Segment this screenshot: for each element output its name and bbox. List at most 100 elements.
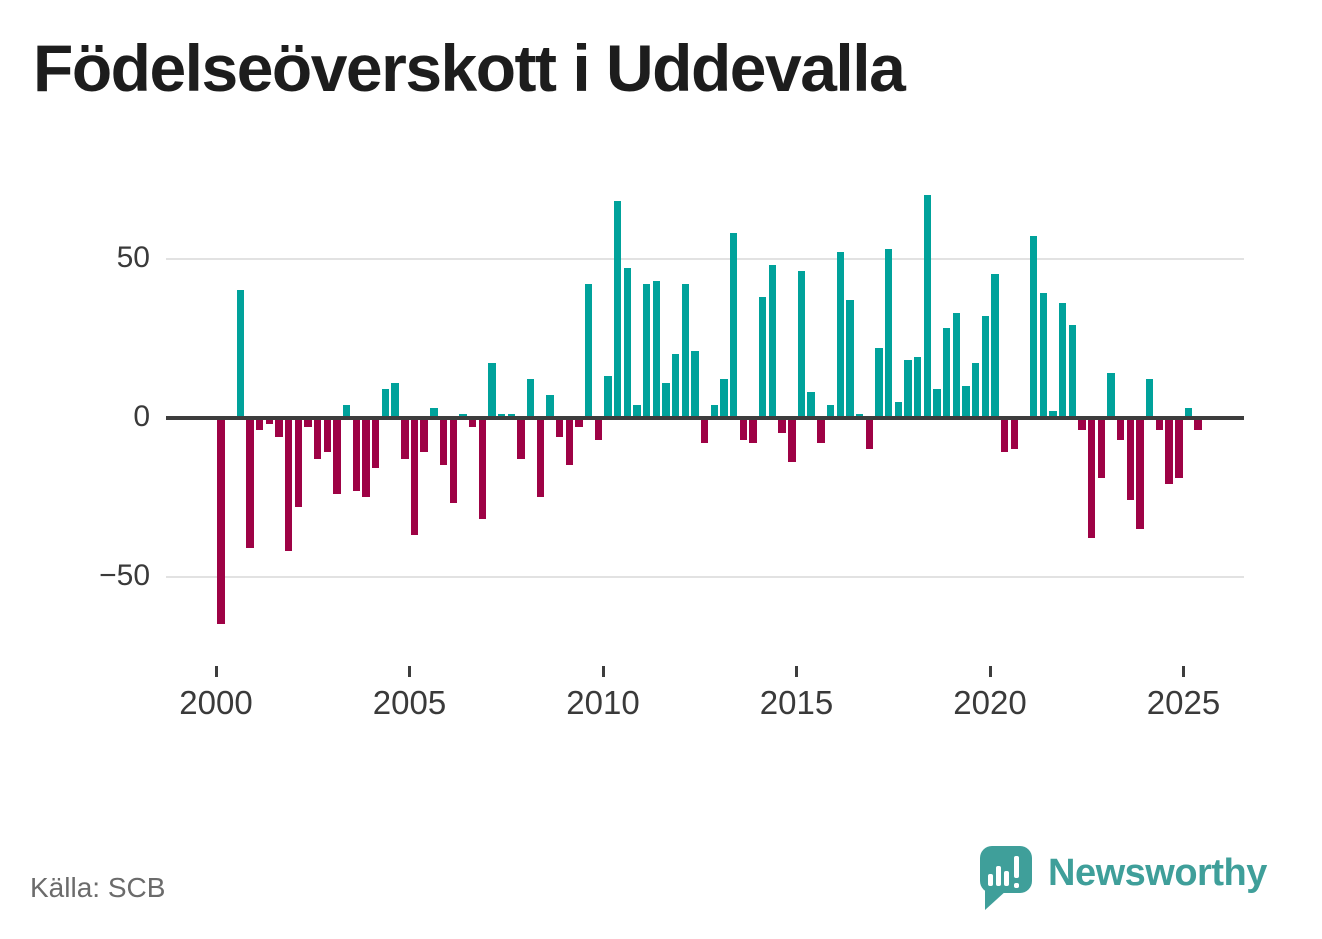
bar-2005-q2 (420, 417, 428, 453)
bar-2021-q2 (1039, 293, 1048, 418)
bar-2017-q2 (884, 248, 893, 418)
x-tick-2010 (601, 666, 605, 677)
bar-2023-q3 (1126, 417, 1135, 501)
source-note: Källa: SCB (30, 872, 166, 903)
bar-2023-q1 (1107, 372, 1115, 418)
bar-2005-q4 (439, 417, 448, 466)
bar-2018-q3 (933, 388, 941, 418)
y-axis-label-50: 50 (116, 240, 150, 274)
bar-2001-q4 (285, 417, 293, 552)
bar-2002-q4 (323, 417, 332, 453)
bar-2018-q4 (942, 328, 951, 418)
page-title: Födelseöverskott i Uddevalla (33, 31, 906, 105)
bar-2015-q2 (807, 392, 815, 418)
y-axis-label--50: −50 (99, 558, 150, 592)
bar-2019-q2 (962, 385, 970, 418)
bar-2006-q3 (468, 417, 477, 428)
bar-2014-q4 (788, 417, 796, 463)
bar-2024-q2 (1155, 417, 1164, 431)
x-tick-2015 (795, 666, 798, 677)
logo-chart-bar-icon (1004, 871, 1009, 886)
x-axis-label-2025: 2025 (1146, 684, 1221, 721)
bar-2007-q1 (488, 363, 496, 418)
bar-2009-q2 (575, 417, 583, 428)
bar-2022-q2 (1078, 417, 1086, 431)
bar-2008-q4 (555, 417, 564, 437)
bar-2016-q4 (865, 417, 873, 450)
bar-2011-q2 (652, 280, 661, 418)
x-tick-2005 (408, 666, 411, 677)
bar-2018-q2 (923, 194, 931, 418)
bar-2020-q1 (991, 274, 999, 418)
bar-2015-q3 (817, 417, 825, 443)
bar-2011-q1 (643, 283, 651, 418)
bar-2024-q3 (1165, 417, 1173, 485)
bar-2010-q3 (623, 268, 632, 418)
bar-2024-q4 (1175, 417, 1183, 478)
x-axis-label-2010: 2010 (566, 684, 640, 721)
bar-2011-q4 (672, 353, 680, 418)
bar-2014-q1 (759, 296, 767, 418)
bar-2002-q2 (304, 417, 312, 428)
bar-2005-q1 (410, 417, 419, 536)
bar-2009-q4 (594, 417, 603, 440)
bar-2016-q1 (836, 252, 844, 418)
bar-2004-q1 (372, 417, 380, 469)
bar-2003-q3 (352, 417, 361, 491)
bar-2010-q4 (633, 404, 641, 418)
bar-2012-q3 (701, 417, 709, 443)
y-axis-label-0: 0 (133, 399, 150, 433)
bar-2008-q3 (546, 395, 554, 418)
bar-2012-q2 (691, 350, 699, 418)
bar-2010-q1 (604, 376, 612, 418)
gridline--50 (166, 575, 1244, 578)
bar-2011-q3 (662, 382, 670, 418)
x-tick-2020 (988, 666, 992, 677)
bar-2006-q4 (478, 417, 486, 520)
bar-2023-q2 (1117, 417, 1125, 440)
gridline-50 (166, 257, 1244, 260)
bar-2015-q4 (826, 404, 835, 418)
bar-2006-q1 (449, 417, 457, 504)
logo-bubble-tail (985, 890, 1007, 910)
bar-2002-q1 (294, 417, 303, 507)
logo-exclamation-icon (1014, 856, 1019, 878)
x-tick-2000 (214, 666, 218, 677)
bar-2014-q2 (768, 264, 777, 418)
bar-2024-q1 (1146, 379, 1154, 418)
bar-2021-q4 (1059, 303, 1067, 418)
bar-2000-q1 (217, 417, 225, 625)
bar-2016-q2 (846, 299, 854, 418)
logo-chart-bar-icon (996, 866, 1001, 886)
bar-2023-q4 (1136, 417, 1144, 529)
x-axis-line (166, 415, 1244, 420)
bar-2013-q2 (730, 233, 738, 418)
bar-2004-q4 (401, 417, 409, 459)
logo-exclamation-dot-icon (1014, 883, 1019, 888)
x-axis-label-2020: 2020 (953, 684, 1027, 721)
bar-2000-q4 (246, 417, 254, 548)
bar-2019-q1 (952, 312, 960, 418)
bar-2013-q4 (749, 417, 757, 443)
logo-wordmark: Newsworthy (1048, 852, 1267, 894)
bar-2019-q3 (971, 363, 980, 418)
bar-2025-q1 (1184, 407, 1193, 418)
bar-2002-q3 (314, 417, 322, 459)
bar-2003-q1 (333, 417, 341, 494)
bar-2001-q3 (275, 417, 283, 437)
bar-2013-q3 (739, 417, 748, 440)
logo-chart-bar-icon (988, 874, 993, 886)
bar-2017-q3 (894, 401, 902, 418)
bar-2014-q3 (778, 417, 786, 434)
bar-2022-q1 (1068, 325, 1077, 418)
bar-2012-q4 (710, 404, 719, 418)
bar-2008-q2 (536, 417, 544, 497)
bar-2025-q2 (1194, 417, 1202, 431)
bar-2000-q3 (236, 290, 245, 418)
bar-2001-q2 (265, 417, 274, 424)
bar-2022-q4 (1097, 417, 1106, 478)
bar-2021-q1 (1030, 236, 1038, 418)
bar-2017-q1 (875, 347, 883, 418)
bar-2003-q2 (343, 404, 351, 418)
